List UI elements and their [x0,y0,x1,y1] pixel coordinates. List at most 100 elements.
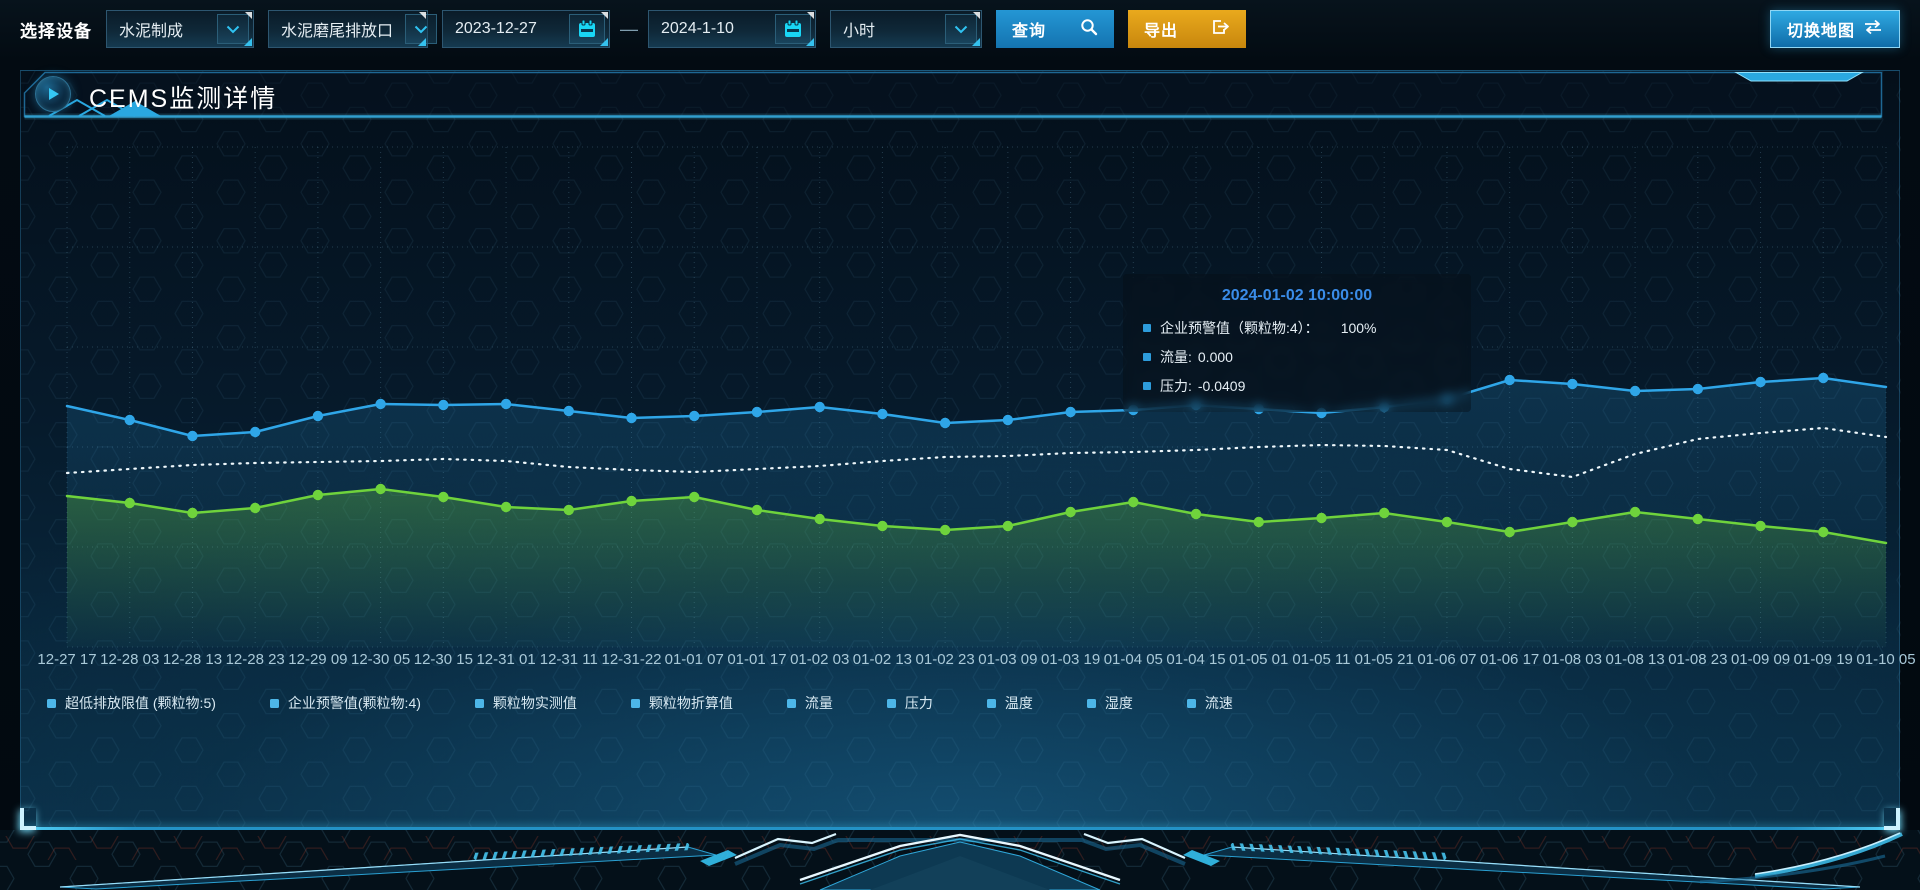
interval-select-value: 小时 [843,23,876,40]
x-axis-label: 01-09 19 [1794,651,1853,668]
legend-label: 颗粒物折算值 [648,695,733,711]
legend-marker-icon [986,698,996,708]
x-axis-label: 01-01 07 [665,651,724,668]
x-axis-label: 12-27 17 [37,651,96,668]
legend-marker-icon [269,698,279,708]
x-axis-label: 12-29 09 [288,651,347,668]
legend-label: 流量 [804,695,833,711]
series-line-0 [65,376,1888,438]
x-axis-label: 01-06 07 [1417,651,1476,668]
x-axis-labels: 12-27 17 12-28 03 12-28 13 12-28 23 12-29 09… [37,651,1915,668]
x-axis-label: 01-04 05 [1104,651,1163,668]
end-date-value: 2024-1-10 [661,20,734,37]
tooltip-item: 压力: -0.0409 [1143,376,1451,396]
x-axis-label: 01-05 11 [1292,651,1350,668]
series-markers-0 [124,372,1829,442]
x-axis-label: 12-30 15 [414,651,473,668]
cems-detail-panel: CEMS监测详情 12-27 17 12-28 03 12-28 13 12-28 2… [20,70,1916,830]
tooltip-series-marker [1143,382,1151,390]
date-range-separator: — [620,18,638,39]
tooltip-item-label: 企业预警值（颗粒物:4）： [1160,320,1319,336]
legend-item[interactable]: 颗粒物折算值 [630,693,733,713]
legend-marker-icon [630,698,640,708]
device-select-label: 选择设备 [20,21,92,41]
x-axis-label: 01-03 19 [1041,651,1100,668]
legend-item[interactable]: 超低排放限值 (颗粒物:5) [47,693,216,713]
x-axis-label: 12-31-22 [601,651,661,668]
export-button-label: 导出 [1144,23,1179,40]
legend-marker-icon [786,698,796,708]
device-select-primary[interactable]: 水泥制成 [106,10,254,48]
panel-corner-accent-right [1884,808,1900,830]
series-line-1 [65,426,1888,479]
start-date-input[interactable]: 2023-12-27 [442,10,610,48]
legend-label: 压力 [904,695,933,711]
calendar-icon[interactable] [775,14,811,44]
interval-select[interactable]: 小时 [830,10,982,48]
line-chart[interactable]: 12-27 17 12-28 03 12-28 13 12-28 23 12-29 09… [21,146,1916,695]
x-axis-label: 01-02 23 [916,651,975,668]
tooltip-item-value: 0.000 [1197,349,1233,365]
search-icon [1080,18,1098,41]
x-axis-label: 01-08 13 [1605,651,1664,668]
swap-arrows-icon [1863,19,1883,40]
x-axis-label: 12-28 03 [100,651,159,668]
chart-legend: 超低排放限值 (颗粒物:5) 企业预警值(颗粒物:4) 颗粒物实测值 颗粒物折算值 流量… [47,693,1233,713]
panel-corner-accent-left [20,808,36,830]
legend-item[interactable]: 企业预警值(颗粒物:4) [269,693,421,713]
end-date-input[interactable]: 2024-1-10 [648,10,816,48]
x-axis-label: 01-06 17 [1480,651,1539,668]
legend-label: 企业预警值(颗粒物:4) [287,695,421,711]
legend-label: 湿度 [1104,695,1133,711]
chevron-down-icon[interactable] [945,14,977,44]
panel-title: CEMS监测详情 [89,85,278,113]
tooltip-timestamp: 2024-01-02 10:00:00 [1221,287,1373,304]
x-axis-label: 12-31 11 [540,651,598,668]
chevron-down-icon[interactable] [405,14,438,44]
tooltip-series-marker [1143,324,1151,332]
legend-label: 温度 [1004,695,1033,711]
tooltip-items: 企业预警值（颗粒物:4）： 100% 流量: 0.000 压力: -0.0409 [1143,318,1451,396]
legend-label: 颗粒物实测值 [492,695,577,711]
titlebar-frame [23,71,1883,120]
legend-label: 超低排放限值 (颗粒物:5) [65,695,216,711]
switch-map-button[interactable]: 切换地图 [1770,10,1900,48]
device-select-outlet-value: 水泥磨尾排放口 [281,23,394,40]
start-date-value: 2023-12-27 [455,20,537,37]
query-button[interactable]: 查询 [996,10,1114,48]
x-axis-label: 01-03 09 [978,651,1037,668]
x-axis-label: 12-30 05 [351,651,410,668]
x-axis-label: 01-10 05 [1856,651,1915,668]
tooltip-series-marker [1143,353,1151,361]
tooltip-item-value: 100% [1340,320,1377,336]
x-axis-label: 01-08 03 [1543,651,1602,668]
x-axis-label: 01-05 01 [1229,651,1288,668]
series-area-2 [67,489,1886,647]
x-axis-label: 01-08 23 [1668,651,1727,668]
x-axis-label: 01-05 21 [1355,651,1414,668]
x-axis-label: 01-04 15 [1166,651,1225,668]
tooltip-item-label: 压力: [1160,378,1192,394]
chart-tooltip: 2024-01-02 10:00:00 企业预警值（颗粒物:4）： 100% 流量:… [1123,274,1471,412]
chevron-down-icon[interactable] [217,14,249,44]
legend-item[interactable]: 流量 [786,693,833,713]
export-icon [1211,18,1230,41]
series-markers-2 [124,483,1829,538]
tooltip-item: 企业预警值（颗粒物:4）： 100% [1143,318,1451,338]
x-axis-label: 12-28 13 [163,651,222,668]
legend-marker-icon [47,698,56,708]
legend-item[interactable]: 湿度 [1086,693,1133,713]
legend-item[interactable]: 温度 [986,693,1033,713]
toolbar: 选择设备 水泥制成 水泥磨尾排放口 2023-12-27 [20,9,1900,49]
device-select-outlet[interactable]: 水泥磨尾排放口 [268,10,438,48]
tooltip-item-value: -0.0409 [1197,378,1246,394]
legend-item[interactable]: 颗粒物实测值 [474,693,577,713]
legend-item[interactable]: 流速 [1186,693,1233,713]
x-axis-label: 12-28 23 [226,651,285,668]
panel-bottom-glow-line [20,827,1900,830]
x-axis-label: 01-02 13 [853,651,912,668]
legend-item[interactable]: 压力 [886,693,933,713]
export-button[interactable]: 导出 [1128,10,1246,48]
calendar-icon[interactable] [569,14,605,44]
